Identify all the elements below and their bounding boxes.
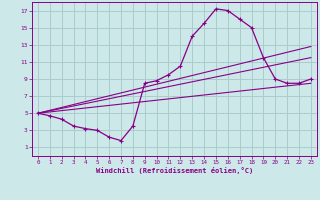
X-axis label: Windchill (Refroidissement éolien,°C): Windchill (Refroidissement éolien,°C)	[96, 167, 253, 174]
